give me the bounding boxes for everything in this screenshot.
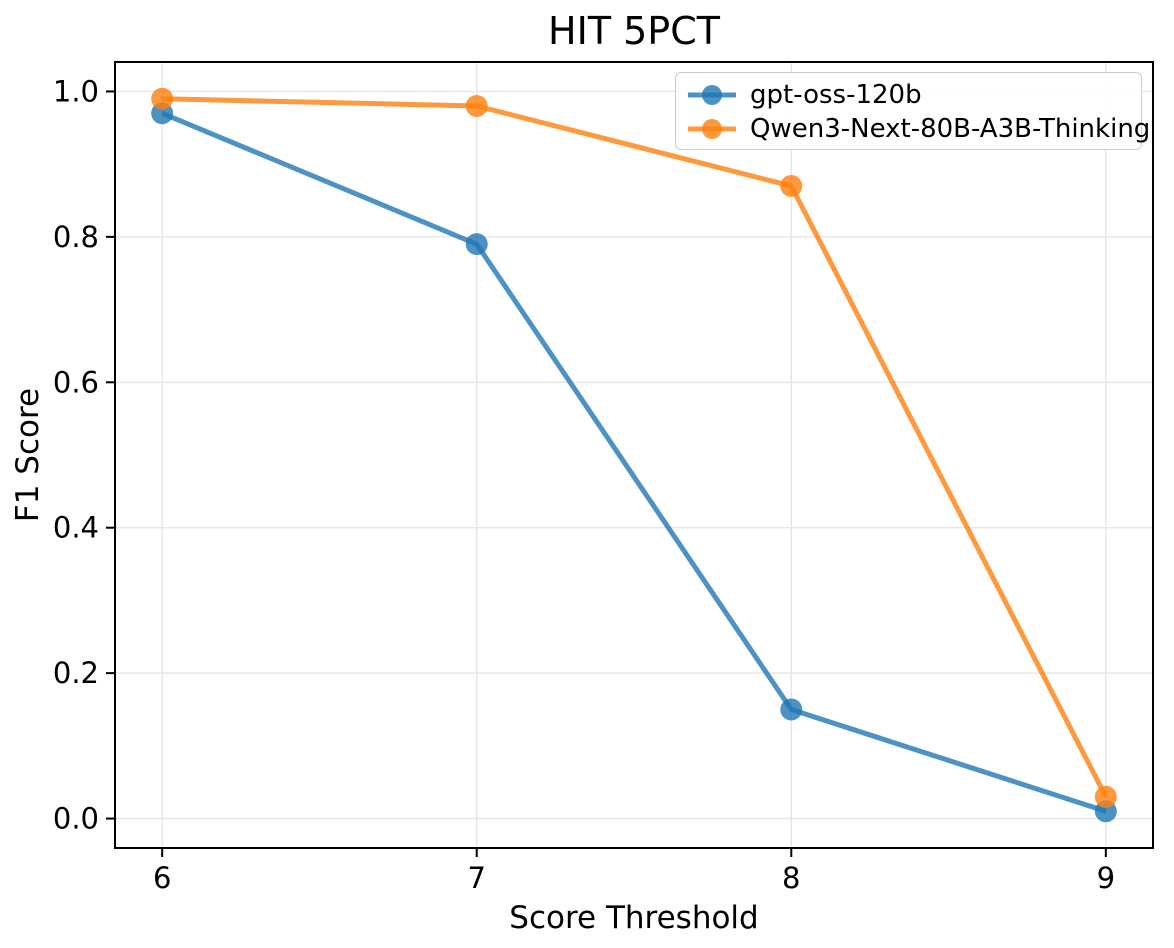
data-point-Qwen3-Next-80B-A3B-Thinking-x8 <box>780 174 803 197</box>
x-tick-label: 6 <box>153 861 171 895</box>
x-axis-label: Score Threshold <box>509 900 759 936</box>
legend-item-qwen3-next-80b-a3b-thinking: Qwen3-Next-80B-A3B-Thinking <box>686 112 1150 146</box>
y-tick-label: 0.4 <box>53 511 99 545</box>
y-tick-label: 0.8 <box>53 220 99 254</box>
legend-line-marker-icon <box>688 85 736 105</box>
y-tick-label: 0.0 <box>53 802 99 836</box>
y-axis-label: F1 Score <box>10 387 46 523</box>
y-tick-label: 0.6 <box>53 365 99 399</box>
x-tick-label: 9 <box>1097 861 1115 895</box>
legend-label: Qwen3-Next-80B-A3B-Thinking <box>750 114 1151 144</box>
data-point-Qwen3-Next-80B-A3B-Thinking-x9 <box>1094 785 1117 808</box>
data-point-gpt-oss-120b-x7 <box>465 233 488 256</box>
x-tick-label: 8 <box>782 861 800 895</box>
chart-title: HIT 5PCT <box>548 9 720 53</box>
legend: gpt-oss-120b Qwen3-Next-80B-A3B-Thinking <box>675 72 1150 150</box>
y-tick-label: 1.0 <box>53 74 99 108</box>
y-tick-label: 0.2 <box>53 656 99 690</box>
data-point-Qwen3-Next-80B-A3B-Thinking-x7 <box>465 94 488 117</box>
x-tick-label: 7 <box>468 861 486 895</box>
series-line-Qwen3-Next-80B-A3B-Thinking <box>162 96 1109 798</box>
legend-label: gpt-oss-120b <box>750 80 922 110</box>
data-point-Qwen3-Next-80B-A3B-Thinking-x6 <box>151 87 174 110</box>
legend-item-gpt-oss-120b: gpt-oss-120b <box>686 78 1141 112</box>
legend-line-marker-icon <box>688 119 736 139</box>
data-point-gpt-oss-120b-x8 <box>780 698 803 721</box>
axes-frame <box>114 61 1154 849</box>
series-line-gpt-oss-120b <box>161 110 1107 814</box>
